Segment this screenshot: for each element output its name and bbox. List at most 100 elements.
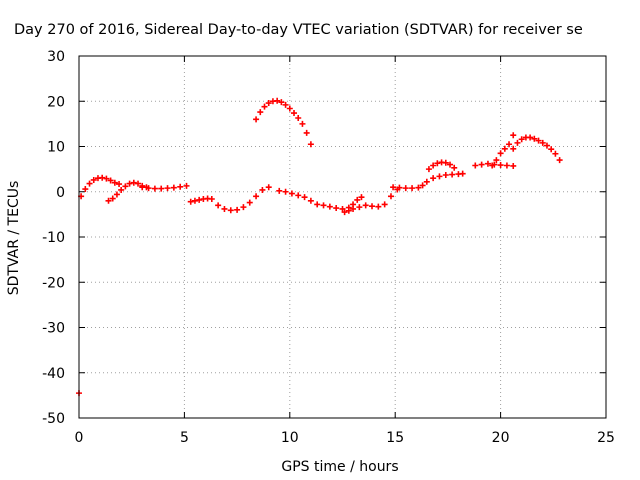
- data-point-marker: [126, 180, 133, 187]
- x-tick-label: 15: [386, 430, 404, 446]
- x-tick-label: 5: [180, 430, 189, 446]
- data-point-marker: [227, 207, 234, 214]
- data-point-marker: [503, 162, 510, 169]
- data-point-marker: [356, 204, 363, 211]
- data-point-marker: [145, 185, 152, 192]
- data-point-marker: [215, 202, 222, 209]
- data-point-marker: [478, 161, 485, 168]
- data-point-marker: [387, 193, 394, 200]
- data-point-marker: [531, 135, 538, 142]
- data-point-marker: [307, 197, 314, 204]
- data-point-marker: [556, 157, 563, 164]
- data-point-marker: [415, 184, 422, 191]
- data-point-marker: [489, 162, 496, 169]
- data-point-marker: [295, 192, 302, 199]
- data-point-marker: [253, 116, 260, 123]
- data-point-marker: [390, 184, 397, 191]
- data-point-marker: [111, 179, 118, 186]
- data-point-marker: [459, 170, 466, 177]
- data-point-marker: [116, 181, 123, 188]
- data-point-marker: [151, 185, 158, 192]
- data-point-marker: [497, 162, 504, 169]
- data-point-marker: [326, 203, 333, 210]
- data-point-marker: [282, 101, 289, 108]
- y-tick-label: 20: [47, 94, 65, 110]
- data-point-marker: [548, 146, 555, 153]
- data-point-marker: [257, 109, 264, 116]
- data-point-marker: [381, 201, 388, 208]
- data-point-marker: [307, 141, 314, 148]
- data-point-marker: [246, 199, 253, 206]
- data-point-marker: [539, 139, 546, 146]
- data-point-marker: [430, 175, 437, 182]
- data-point-marker: [278, 99, 285, 106]
- data-point-marker: [259, 186, 266, 193]
- data-point-marker: [425, 166, 432, 173]
- data-point-marker: [510, 162, 517, 169]
- data-point-marker: [107, 177, 114, 184]
- data-point-marker: [282, 188, 289, 195]
- data-point-marker: [113, 191, 120, 198]
- data-point-marker: [191, 197, 198, 204]
- data-point-marker: [103, 175, 110, 182]
- data-point-marker: [208, 195, 215, 202]
- x-axis-label: GPS time / hours: [281, 459, 398, 475]
- data-point-marker: [158, 185, 165, 192]
- data-point-marker: [183, 182, 190, 189]
- chart-title: Day 270 of 2016, Sidereal Day-to-day VTE…: [14, 22, 583, 38]
- y-tick-label: -40: [42, 366, 65, 382]
- data-point-marker: [419, 182, 426, 189]
- data-point-marker: [510, 145, 517, 152]
- data-point-marker: [409, 185, 416, 192]
- data-point-marker: [109, 195, 116, 202]
- data-point-marker: [90, 176, 97, 183]
- y-tick-label: 30: [47, 49, 65, 65]
- data-point-marker: [345, 207, 352, 214]
- data-point-marker: [339, 205, 346, 212]
- data-point-marker: [362, 202, 369, 209]
- data-point-marker: [510, 132, 517, 139]
- data-point-marker: [369, 203, 376, 210]
- x-tick-label: 0: [75, 430, 84, 446]
- data-point-marker: [472, 162, 479, 169]
- data-point-marker: [402, 185, 409, 192]
- data-point-marker: [303, 129, 310, 136]
- data-point-marker: [276, 187, 283, 194]
- data-point-marker: [86, 180, 93, 187]
- data-point-marker: [358, 194, 365, 201]
- data-point-marker: [240, 204, 247, 211]
- data-point-marker: [423, 178, 430, 185]
- data-point-marker: [543, 142, 550, 149]
- data-point-marker: [139, 184, 146, 191]
- data-point-marker: [518, 136, 525, 143]
- y-tick-label: -10: [42, 230, 65, 246]
- data-point-marker: [135, 180, 142, 187]
- data-point-marker: [535, 137, 542, 144]
- y-tick-label: 10: [47, 140, 65, 156]
- data-point-marker: [396, 184, 403, 191]
- data-point-marker: [82, 186, 89, 193]
- data-point-marker: [514, 139, 521, 146]
- data-point-marker: [221, 205, 228, 212]
- data-point-marker: [288, 190, 295, 197]
- data-point-marker: [493, 157, 500, 164]
- data-point-marker: [552, 150, 559, 157]
- data-point-marker: [506, 141, 513, 148]
- data-point-marker: [442, 159, 449, 166]
- data-point-marker: [501, 145, 508, 152]
- data-point-marker: [354, 196, 361, 203]
- x-tick-label: 25: [597, 430, 615, 446]
- data-point-marker: [447, 161, 454, 168]
- data-point-marker: [314, 201, 321, 208]
- data-point-marker: [164, 185, 171, 192]
- data-point-marker: [177, 183, 184, 190]
- data-point-marker: [434, 160, 441, 167]
- data-points: [76, 97, 563, 397]
- data-point-marker: [265, 100, 272, 107]
- data-point-marker: [130, 179, 137, 186]
- tick-labels: 0 5 10 15 20 25 -50 -40 -30 -20 -10 0 10 20 30: [42, 49, 615, 446]
- data-point-marker: [291, 110, 298, 117]
- data-point-marker: [295, 114, 302, 121]
- x-tick-label: 20: [492, 430, 510, 446]
